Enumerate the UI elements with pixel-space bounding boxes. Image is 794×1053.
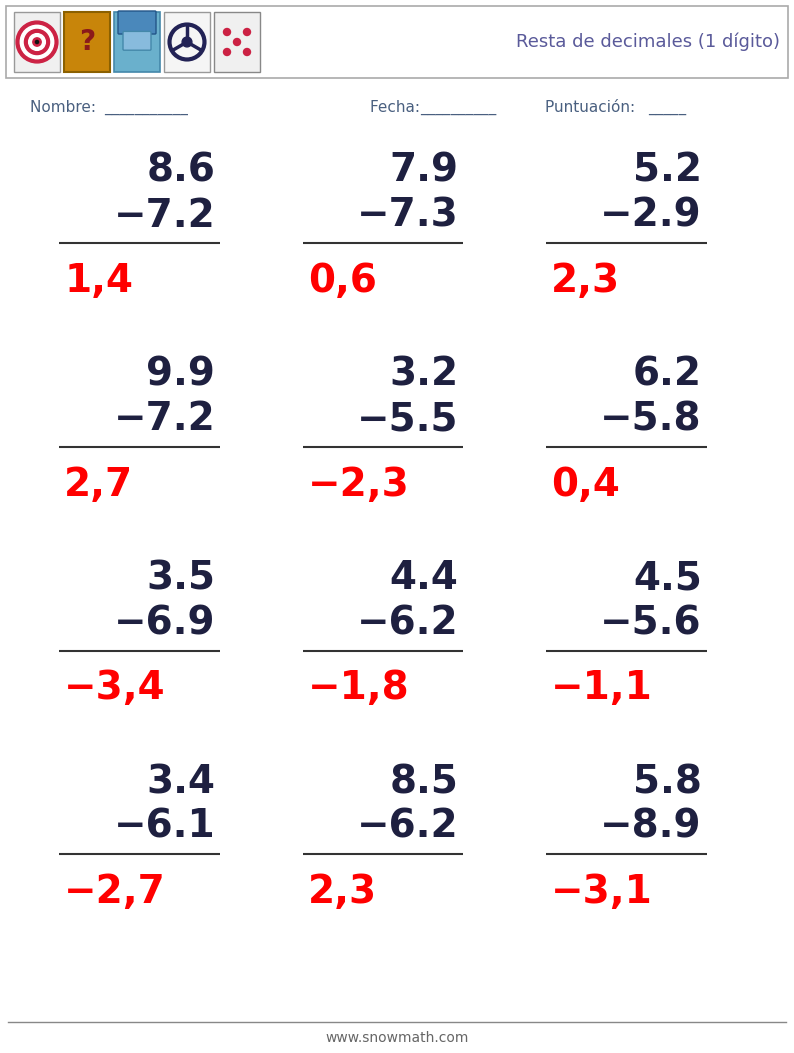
Text: www.snowmath.com: www.snowmath.com — [326, 1031, 468, 1045]
Text: −2,7: −2,7 — [64, 873, 166, 911]
Text: 3.2: 3.2 — [389, 356, 458, 394]
Text: −6.2: −6.2 — [357, 808, 458, 846]
Text: −2.9: −2.9 — [600, 197, 702, 235]
Circle shape — [33, 38, 41, 46]
Text: 8.6: 8.6 — [146, 152, 215, 190]
Circle shape — [29, 34, 45, 51]
Text: 1,4: 1,4 — [64, 262, 133, 300]
Circle shape — [16, 21, 58, 63]
Circle shape — [244, 48, 250, 56]
Text: 2,3: 2,3 — [307, 873, 377, 911]
Text: 4.4: 4.4 — [390, 559, 458, 597]
Text: __________: __________ — [420, 100, 496, 115]
Text: −3,4: −3,4 — [64, 670, 166, 708]
Circle shape — [36, 40, 39, 43]
Circle shape — [25, 29, 49, 55]
Text: _____: _____ — [648, 100, 686, 115]
Text: 5.8: 5.8 — [633, 763, 702, 801]
Text: Resta de decimales (1 dígito): Resta de decimales (1 dígito) — [516, 33, 780, 52]
Text: 2,3: 2,3 — [551, 262, 620, 300]
Text: 2,7: 2,7 — [64, 465, 133, 503]
FancyBboxPatch shape — [64, 12, 110, 72]
FancyBboxPatch shape — [14, 12, 60, 72]
Circle shape — [223, 48, 230, 56]
Circle shape — [233, 39, 241, 45]
Text: 8.5: 8.5 — [390, 763, 458, 801]
Circle shape — [223, 28, 230, 36]
Circle shape — [244, 28, 250, 36]
Text: Nombre:: Nombre: — [30, 100, 101, 115]
Text: −5.5: −5.5 — [357, 400, 458, 438]
FancyBboxPatch shape — [164, 12, 210, 72]
Text: −6.2: −6.2 — [357, 604, 458, 642]
Text: −1,1: −1,1 — [551, 670, 653, 708]
FancyBboxPatch shape — [6, 6, 788, 78]
Text: −6.1: −6.1 — [114, 808, 215, 846]
Text: 3.5: 3.5 — [146, 559, 215, 597]
Text: −6.9: −6.9 — [114, 604, 215, 642]
Text: 9.9: 9.9 — [146, 356, 215, 394]
Text: 0,4: 0,4 — [551, 465, 620, 503]
Text: 7.9: 7.9 — [390, 152, 458, 190]
Text: −2,3: −2,3 — [307, 465, 410, 503]
Circle shape — [182, 37, 192, 47]
Text: 6.2: 6.2 — [633, 356, 702, 394]
Text: −8.9: −8.9 — [600, 808, 702, 846]
Text: −1,8: −1,8 — [307, 670, 409, 708]
Text: −3,1: −3,1 — [551, 873, 653, 911]
Text: 3.4: 3.4 — [146, 763, 215, 801]
Text: ?: ? — [79, 28, 95, 56]
FancyBboxPatch shape — [123, 32, 151, 51]
Text: 5.2: 5.2 — [633, 152, 702, 190]
FancyBboxPatch shape — [118, 11, 156, 34]
Text: −5.8: −5.8 — [600, 400, 702, 438]
Text: −7.3: −7.3 — [357, 197, 458, 235]
Text: Puntuación:: Puntuación: — [545, 100, 640, 115]
Text: −7.2: −7.2 — [114, 400, 215, 438]
Circle shape — [21, 25, 54, 59]
Text: −5.6: −5.6 — [600, 604, 702, 642]
Text: Fecha:: Fecha: — [370, 100, 425, 115]
Text: ___________: ___________ — [104, 100, 188, 115]
Text: −7.2: −7.2 — [114, 197, 215, 235]
FancyBboxPatch shape — [114, 12, 160, 72]
FancyBboxPatch shape — [214, 12, 260, 72]
Text: 0,6: 0,6 — [307, 262, 376, 300]
Text: 4.5: 4.5 — [633, 559, 702, 597]
